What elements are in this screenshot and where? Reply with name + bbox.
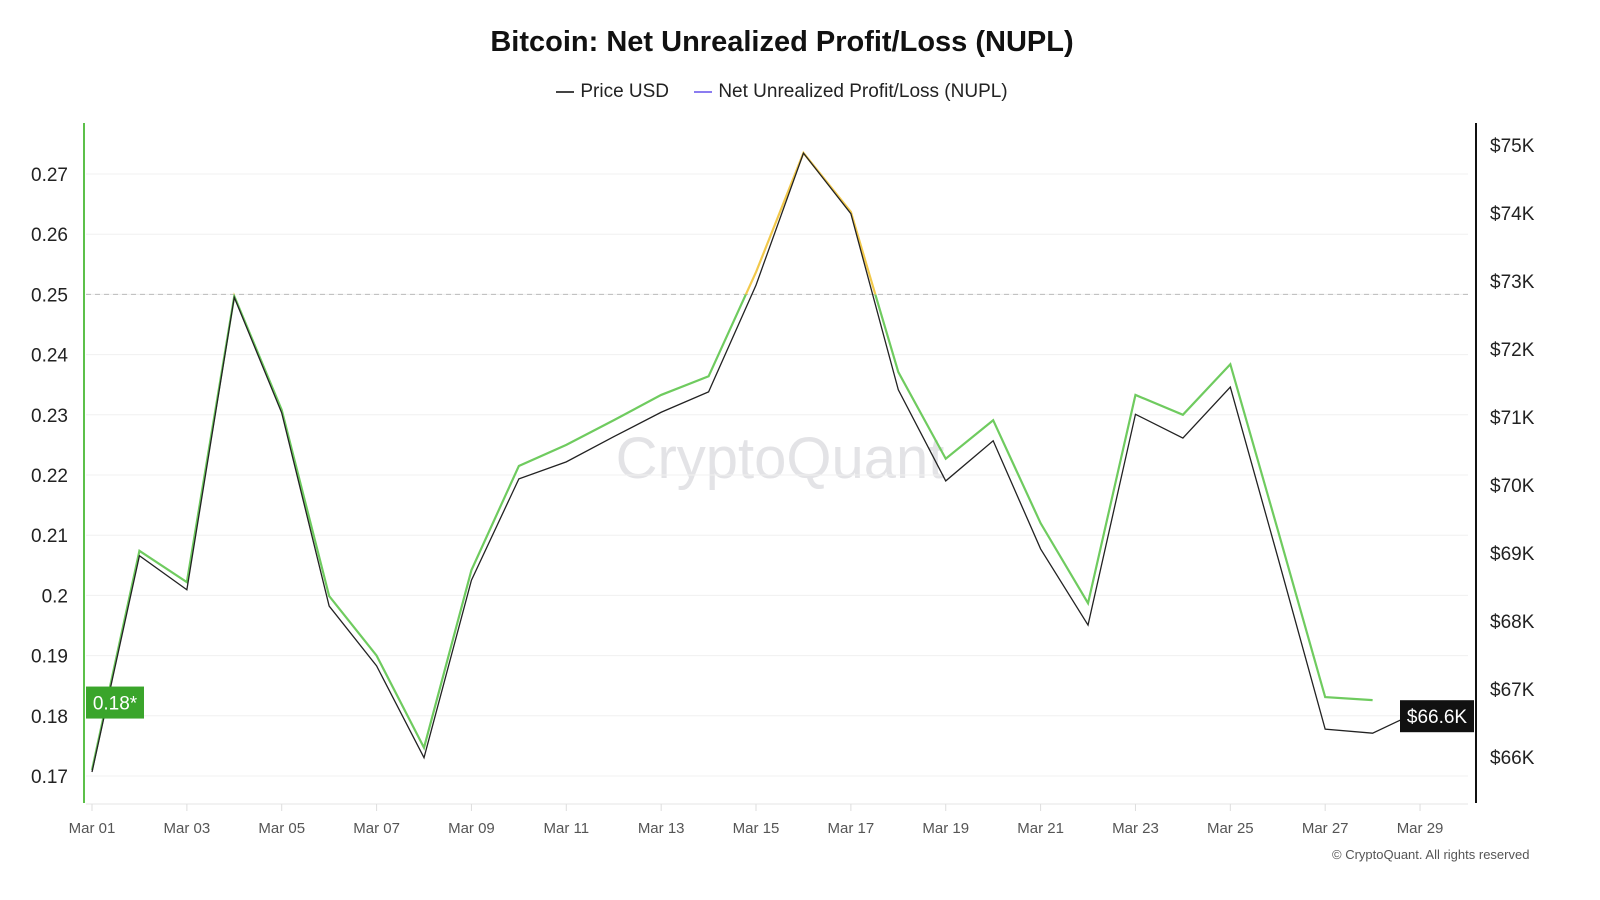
right-tick-label: $70K	[1490, 476, 1535, 497]
x-tick-label: Mar 27	[1302, 820, 1349, 837]
legend-label-price: Price USD	[580, 81, 670, 102]
left-tick-label: 0.2	[42, 586, 68, 607]
nupl-current-badge	[86, 686, 144, 719]
copyright: © CryptoQuant. All rights reserved	[1332, 847, 1530, 862]
price-line	[91, 151, 1421, 773]
right-tick-label: $69K	[1490, 544, 1535, 565]
legend-label-nupl: Net Unrealized Profit/Loss (NUPL)	[718, 81, 1008, 102]
left-tick-label: 0.19	[31, 647, 68, 668]
x-tick-label: Mar 23	[1112, 820, 1159, 837]
nupl-line	[90, 294, 1373, 771]
left-tick-label: 0.23	[31, 406, 68, 427]
left-tick-label: 0.22	[31, 466, 68, 487]
left-tick-label: 0.24	[31, 346, 68, 367]
chart-title: Bitcoin: Net Unrealized Profit/Loss (NUP…	[490, 26, 1074, 58]
x-tick-label: Mar 29	[1397, 820, 1444, 837]
left-tick-label: 0.25	[31, 285, 68, 306]
left-tick-label: 0.17	[31, 767, 68, 788]
right-tick-label: $75K	[1490, 136, 1535, 157]
legend-item-price[interactable]: Price USD	[556, 81, 669, 103]
price-current-badge	[1400, 700, 1474, 733]
legend-swatch-nupl	[694, 91, 713, 93]
right-tick-label: $74K	[1490, 204, 1535, 225]
x-tick-label: Mar 03	[164, 820, 211, 837]
x-tick-label: Mar 05	[258, 820, 305, 837]
right-tick-label: $73K	[1490, 272, 1535, 293]
legend-item-nupl[interactable]: Net Unrealized Profit/Loss (NUPL)	[694, 81, 1008, 103]
x-tick-label: Mar 19	[922, 820, 969, 837]
nupl-current-value: 0.18*	[93, 694, 138, 715]
x-tick-label: Mar 01	[69, 820, 116, 837]
right-tick-label: $68K	[1490, 612, 1535, 633]
x-tick-label: Mar 25	[1207, 820, 1254, 837]
legend: Price USD Net Unrealized Profit/Loss (NU…	[0, 77, 1564, 103]
right-tick-label: $71K	[1490, 408, 1535, 429]
right-tick-label: $66K	[1490, 748, 1535, 769]
right-tick-label: $67K	[1490, 680, 1535, 701]
left-tick-label: 0.27	[31, 165, 68, 186]
x-tick-label: Mar 17	[828, 820, 875, 837]
left-tick-label: 0.21	[31, 526, 68, 547]
x-tick-label: Mar 13	[638, 820, 685, 837]
left-tick-label: 0.26	[31, 225, 68, 246]
right-tick-label: $72K	[1490, 340, 1535, 361]
x-tick-label: Mar 11	[544, 820, 590, 837]
legend-swatch-price	[556, 91, 575, 93]
x-tick-label: Mar 07	[353, 820, 400, 837]
price-current-value: $66.6K	[1407, 707, 1468, 728]
x-tick-label: Mar 09	[448, 820, 495, 837]
x-tick-label: Mar 15	[733, 820, 780, 837]
left-tick-label: 0.18	[31, 707, 68, 728]
watermark: CryptoQuant	[616, 426, 945, 491]
x-tick-label: Mar 21	[1017, 820, 1064, 837]
